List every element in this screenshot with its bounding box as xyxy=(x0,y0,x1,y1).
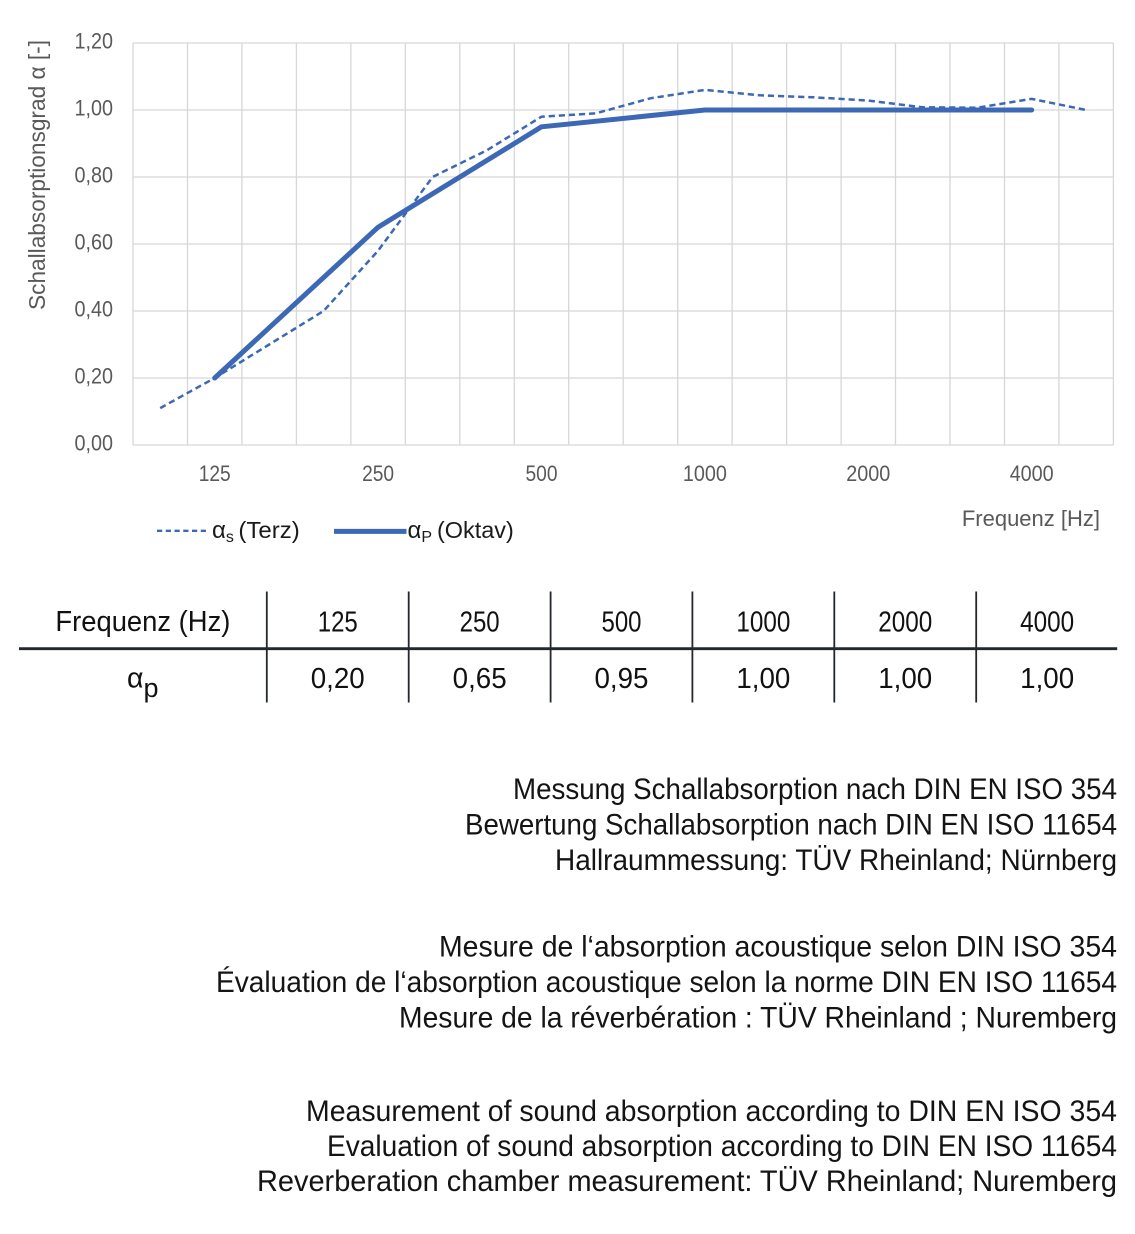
svg-text:Mesure de l‘absorption acousti: Mesure de l‘absorption acoustique selon … xyxy=(439,931,1117,964)
svg-text:Évaluation de l‘absorption aco: Évaluation de l‘absorption acoustique se… xyxy=(216,966,1117,999)
svg-text:Frequenz [Hz]: Frequenz [Hz] xyxy=(962,506,1100,531)
svg-text:0,95: 0,95 xyxy=(595,663,649,695)
svg-text:Mesure de la réverbération : T: Mesure de la réverbération : TÜV Rheinla… xyxy=(399,1002,1117,1035)
svg-text:0,65: 0,65 xyxy=(453,663,507,695)
svg-text:2000: 2000 xyxy=(846,461,890,486)
svg-text:Hallraummessung: TÜV Rheinland: Hallraummessung: TÜV Rheinland; Nürnberg xyxy=(555,844,1117,877)
svg-text:Frequenz (Hz): Frequenz (Hz) xyxy=(55,606,230,638)
svg-text:0,60: 0,60 xyxy=(75,230,114,255)
svg-text:2000: 2000 xyxy=(878,607,932,639)
svg-text:1000: 1000 xyxy=(683,461,727,486)
svg-text:1,00: 1,00 xyxy=(878,663,932,695)
svg-text:250: 250 xyxy=(460,607,500,639)
svg-text:Measurement of sound absorptio: Measurement of sound absorption accordin… xyxy=(306,1095,1117,1128)
svg-text:1,00: 1,00 xyxy=(1020,663,1074,695)
svg-text:αP: αP xyxy=(408,517,433,546)
svg-text:0,40: 0,40 xyxy=(75,297,114,322)
svg-text:0,80: 0,80 xyxy=(75,163,114,188)
svg-text:500: 500 xyxy=(602,607,642,639)
svg-text:125: 125 xyxy=(318,607,358,639)
svg-text:0,20: 0,20 xyxy=(311,663,365,695)
svg-text:1,00: 1,00 xyxy=(75,96,114,121)
svg-text:4000: 4000 xyxy=(1010,461,1054,486)
svg-text:(Terz): (Terz) xyxy=(238,517,299,543)
svg-text:Bewertung Schallabsorption nac: Bewertung Schallabsorption nach DIN EN I… xyxy=(465,809,1117,842)
svg-text:αs: αs xyxy=(212,517,234,546)
svg-text:Messung Schallabsorption nach: Messung Schallabsorption nach DIN EN ISO… xyxy=(513,773,1117,806)
svg-text:1000: 1000 xyxy=(736,607,790,639)
svg-text:250: 250 xyxy=(362,461,394,486)
svg-text:(Oktav): (Oktav) xyxy=(437,517,514,543)
svg-text:0,20: 0,20 xyxy=(75,364,114,389)
svg-text:0,00: 0,00 xyxy=(75,431,114,456)
svg-text:125: 125 xyxy=(199,461,231,486)
svg-text:4000: 4000 xyxy=(1020,607,1074,639)
svg-text:α: α xyxy=(127,663,143,695)
svg-text:1,00: 1,00 xyxy=(736,663,790,695)
svg-text:Schallabsorptionsgrad α [-]: Schallabsorptionsgrad α [-] xyxy=(24,40,50,310)
svg-text:p: p xyxy=(144,673,159,703)
svg-text:500: 500 xyxy=(526,461,558,486)
svg-text:Reverberation chamber measurem: Reverberation chamber measurement: TÜV R… xyxy=(257,1165,1117,1198)
svg-text:Evaluation of sound absorption: Evaluation of sound absorption according… xyxy=(327,1130,1117,1163)
svg-text:1,20: 1,20 xyxy=(75,29,114,54)
